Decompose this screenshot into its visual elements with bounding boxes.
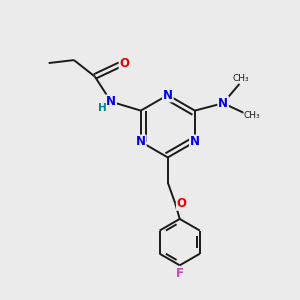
Text: N: N [190,135,200,148]
Text: H: H [98,103,106,113]
Text: N: N [163,88,173,101]
Text: N: N [106,95,116,108]
Text: O: O [119,57,130,70]
Text: CH₃: CH₃ [232,74,249,83]
Text: N: N [218,97,228,110]
Text: CH₃: CH₃ [244,111,260,120]
Text: N: N [136,135,146,148]
Text: F: F [176,267,184,280]
Text: O: O [177,197,187,210]
